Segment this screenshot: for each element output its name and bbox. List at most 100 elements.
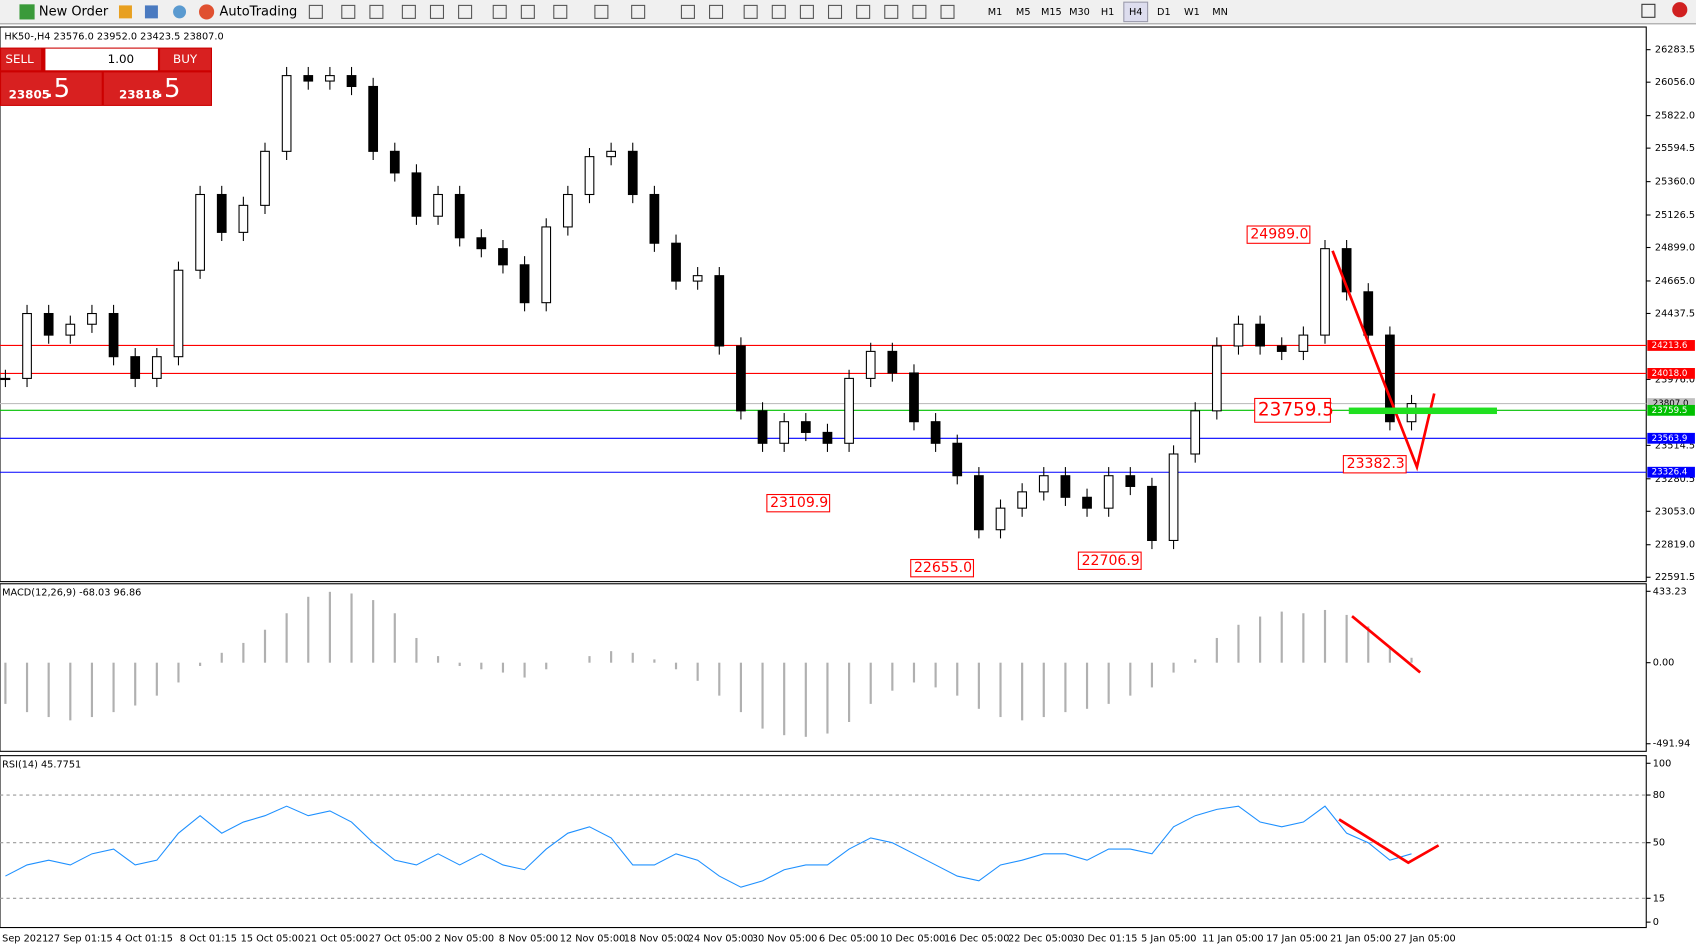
timeframe-button[interactable]: M30 bbox=[1069, 7, 1090, 18]
buy-price-box[interactable] bbox=[103, 72, 211, 105]
candle bbox=[1147, 485, 1157, 541]
toolbar-icon[interactable] bbox=[771, 4, 786, 19]
level-label: 23759.5 bbox=[1652, 406, 1688, 416]
toolbar-icon[interactable] bbox=[173, 5, 187, 19]
annotation-box bbox=[766, 493, 831, 513]
sell-button[interactable] bbox=[1, 48, 42, 71]
toolbar-icon[interactable] bbox=[631, 4, 646, 19]
toolbar-icon[interactable] bbox=[401, 4, 416, 19]
sell-price[interactable]: 23805 bbox=[9, 88, 50, 102]
candle bbox=[1211, 345, 1222, 412]
buy-price[interactable]: 23818 bbox=[119, 88, 160, 102]
x-tick-label: 22 Dec 05:00 bbox=[1008, 933, 1073, 944]
toolbar-icon[interactable] bbox=[856, 4, 871, 19]
x-tick-label: 24 Nov 05:00 bbox=[688, 933, 754, 944]
macd-bar bbox=[1107, 662, 1110, 704]
search-icon[interactable] bbox=[1641, 3, 1656, 18]
current-price-label: 23807.0 bbox=[1653, 399, 1689, 409]
buy-button[interactable] bbox=[160, 48, 211, 71]
macd-bar bbox=[134, 662, 137, 706]
level-label: 24213.6 bbox=[1652, 341, 1688, 351]
timeframe-button[interactable]: W1 bbox=[1184, 7, 1200, 18]
candle bbox=[649, 193, 660, 244]
annotation-label: 22655.0 bbox=[914, 560, 972, 576]
macd-bar bbox=[1388, 646, 1391, 663]
buy-label[interactable]: BUY bbox=[173, 52, 198, 66]
timeframe-button[interactable]: D1 bbox=[1157, 7, 1171, 18]
toolbar-icon[interactable] bbox=[492, 4, 507, 19]
toolbar-icon[interactable] bbox=[709, 4, 724, 19]
toolbar-icon[interactable] bbox=[680, 4, 695, 19]
toolbar-icon[interactable] bbox=[799, 4, 814, 19]
macd-bar bbox=[458, 662, 461, 666]
volume[interactable]: 1.00 bbox=[108, 52, 134, 66]
x-tick-label: 21 Oct 05:00 bbox=[305, 933, 368, 944]
candle bbox=[800, 421, 811, 433]
candle bbox=[1060, 475, 1071, 498]
macd-bar bbox=[242, 642, 245, 663]
macd-bar bbox=[804, 662, 807, 737]
macd-bar bbox=[1345, 614, 1348, 663]
autotrading-button[interactable]: AutoTrading bbox=[220, 4, 298, 19]
toolbar-icon[interactable] bbox=[912, 4, 927, 19]
toolbar-icon[interactable] bbox=[520, 4, 535, 19]
x-tick-label: 18 Nov 05:00 bbox=[624, 933, 690, 944]
candle bbox=[757, 410, 768, 444]
toolbar-icon[interactable] bbox=[940, 4, 955, 19]
candle bbox=[1298, 334, 1309, 352]
toolbar-icon[interactable] bbox=[144, 5, 158, 19]
toolbar-icon[interactable] bbox=[118, 5, 132, 19]
toolbar-icon[interactable] bbox=[308, 4, 323, 19]
macd-bar bbox=[999, 662, 1002, 718]
candle bbox=[238, 204, 249, 233]
buy-pips[interactable]: .5 bbox=[156, 74, 181, 104]
x-tick-label: 30 Dec 01:15 bbox=[1072, 933, 1137, 944]
candle bbox=[930, 421, 941, 444]
candle bbox=[1082, 496, 1092, 509]
annotation-box bbox=[1246, 225, 1311, 244]
toolbar-icon[interactable] bbox=[743, 4, 758, 19]
toolbar-icon[interactable] bbox=[884, 4, 899, 19]
volume-box[interactable] bbox=[45, 48, 158, 71]
timeframe-button[interactable]: M5 bbox=[1016, 7, 1031, 18]
macd-bar bbox=[523, 662, 526, 678]
toolbar-icon[interactable] bbox=[553, 4, 568, 19]
timeframe-button[interactable]: M15 bbox=[1041, 7, 1062, 18]
sell-price-box[interactable] bbox=[1, 72, 102, 105]
toolbar-icon[interactable] bbox=[594, 4, 609, 19]
price-arrow bbox=[1331, 250, 1436, 472]
toolbar-icon[interactable] bbox=[827, 4, 843, 19]
macd-bar bbox=[956, 662, 959, 696]
timeframe-button[interactable]: H4 bbox=[1129, 7, 1143, 18]
x-tick-label: 27 Oct 05:00 bbox=[369, 933, 432, 944]
new-order-button[interactable]: New Order bbox=[39, 4, 109, 19]
toolbar-icon[interactable] bbox=[458, 4, 473, 19]
candle bbox=[108, 312, 119, 358]
candle bbox=[1255, 323, 1265, 347]
timeframe-button[interactable]: H1 bbox=[1101, 7, 1115, 18]
candle bbox=[1276, 345, 1287, 352]
toolbar-icon[interactable] bbox=[429, 4, 445, 19]
level-label-box bbox=[1647, 466, 1695, 478]
level-label: 23563.9 bbox=[1652, 434, 1688, 444]
sell-label[interactable]: SELL bbox=[5, 52, 34, 66]
timeframe-button[interactable]: MN bbox=[1212, 7, 1228, 18]
candle bbox=[87, 312, 97, 325]
x-tick-label: 27 Jan 05:00 bbox=[1394, 933, 1456, 944]
toolbar-icon[interactable] bbox=[341, 4, 356, 19]
autotrading-icon[interactable] bbox=[199, 4, 215, 20]
y-tick-label: 22591.5 bbox=[1655, 572, 1695, 583]
sell-pips[interactable]: .5 bbox=[45, 74, 70, 104]
y-tick-label: 26283.5 bbox=[1655, 45, 1695, 56]
macd-bar bbox=[912, 662, 916, 683]
notification-icon[interactable] bbox=[1672, 2, 1688, 18]
candle bbox=[627, 150, 638, 196]
toolbar-icon[interactable] bbox=[369, 4, 384, 19]
candle bbox=[1125, 475, 1136, 487]
macd-bar bbox=[826, 662, 829, 734]
x-tick-label: Sep 2021 bbox=[2, 933, 48, 944]
timeframe-button[interactable]: M1 bbox=[988, 7, 1003, 18]
y-tick-label: 25126.5 bbox=[1655, 210, 1695, 221]
new-order-icon[interactable] bbox=[19, 4, 35, 20]
